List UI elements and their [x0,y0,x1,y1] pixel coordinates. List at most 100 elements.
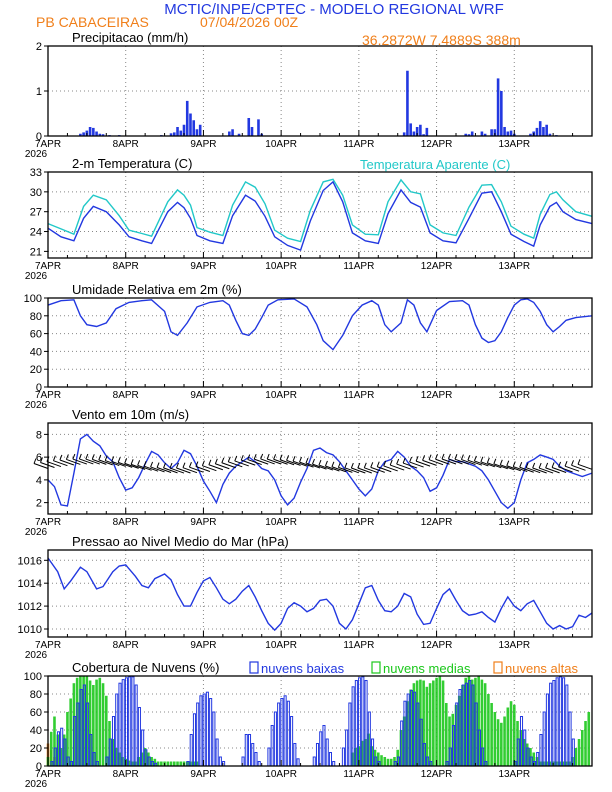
wind-barb [441,458,457,465]
precip-bar [228,131,231,136]
x-tick-label: 13APR [498,261,530,272]
cloud-low-bar [215,738,219,767]
precip-bar [82,132,85,136]
y-tick-label: 33 [30,167,42,179]
x-tick-label: 10APR [265,517,297,528]
cloud-low-bar [315,743,320,767]
cloud-low-bar [128,676,132,767]
wind-barb [357,467,372,474]
wind-barb-flag [473,455,477,462]
wind-barb [124,462,139,469]
wind-barb [163,467,178,474]
cloud-medium-bar [432,680,435,766]
cloud-legend-swatch [493,661,503,674]
wind-barb [169,467,185,474]
cloud-low-bar [312,756,316,767]
x-year-label: 2026 [25,149,48,160]
x-tick-label: 11APR [343,769,374,780]
x-tick-label: 7APR [35,640,61,651]
x-tick-label: 9APR [190,139,216,150]
y-tick-label: 60 [30,329,42,341]
wind-barb [344,467,360,474]
wind-barb [189,466,204,473]
wind-barb-flag [305,457,309,464]
cloud-medium-bar [444,703,448,766]
wind-barb-flag [130,459,134,465]
wind-barb [396,463,411,470]
x-tick-label: 12APR [421,769,453,780]
wind-barb [415,460,431,467]
y-tick-label: 24 [30,227,42,239]
x-year-label: 2026 [25,271,48,282]
wind-barb-flag [176,462,179,469]
x-tick-label: 10APR [265,390,297,401]
wind-barb [312,463,327,470]
wind-barb [195,466,211,472]
apparent-temp-legend: Temperatura Aparente (C) [360,157,510,172]
cloud-low-bar [341,747,345,767]
precip-bar [509,130,513,136]
x-tick-label: 9APR [190,640,216,651]
y-tick-label: 80 [30,311,42,323]
cloud-low-bar [189,734,193,767]
wind-barb [266,458,282,465]
cloud-low-bar [212,711,216,767]
cloud-low-bar [319,731,323,767]
precip-bar [247,118,251,136]
wind-barb-flag [486,457,490,463]
panel-precip: 0 1 2 7APR 8APR 9APR 10APR 11APR 12APR 13APR 2026 P… [25,30,593,160]
cloud-medium-bar [172,761,176,766]
precip-bar [231,129,234,136]
y-tick-label: 40 [30,725,42,737]
wind-barb [454,458,470,465]
wind-barb [260,458,275,465]
y-tick-label: 1014 [18,578,42,590]
wind-barb [254,458,269,465]
x-tick-label: 12APR [421,390,453,401]
wind-barb-flag [460,454,464,460]
wind-barb [409,461,424,468]
cloud-medium-bar [95,679,98,766]
wind-barb [85,458,100,465]
panel-temp: 21 24 27 30 33 7APR 8APR 9APR 10APR 11APR 12APR 13A… [25,156,593,282]
cloud-medium-bar [428,683,432,766]
precip-bar [506,131,510,136]
wind-barb [241,459,256,466]
wind-barb [370,466,385,473]
wind-barb [526,467,541,474]
wind-barb-flag [208,459,212,465]
precip-bar [192,120,196,136]
wind-barb [402,462,418,469]
wind-barb-flag [273,454,277,460]
precip-bar [464,133,468,136]
precip-bar [92,127,95,136]
precip-bar [402,132,406,136]
cloud-low-bar [555,677,559,767]
precip-bar [500,91,503,136]
x-tick-label: 8APR [113,390,139,401]
x-tick-label: 8APR [113,640,139,651]
precip-bar [406,70,409,136]
wind-barb-flag [331,461,335,467]
cloud-low-bar [545,693,549,767]
x-tick-label: 9APR [190,769,216,780]
panel-title: Vento em 10m (m/s) [72,407,189,422]
wind-barb [428,459,444,466]
wind-barb-flag [292,455,296,462]
wind-barb-flag [337,462,341,468]
x-tick-label: 13APR [498,769,530,780]
y-tick-label: 2 [36,498,42,510]
y-tick-label: 30 [30,187,42,199]
x-tick-label: 8APR [113,139,139,150]
cloud-medium-bar [92,685,95,766]
cloud-low-bar [131,676,135,767]
wind-barb-flag [545,462,549,469]
x-tick-label: 7APR [35,390,61,401]
wind-barb-flag [52,455,56,461]
cloud-medium-bar [512,704,516,766]
y-tick-label: 1016 [18,555,42,567]
cloud-low-bar [565,684,569,767]
wind-barb [480,461,496,468]
wind-barb-flag [370,462,374,468]
cloud-low-bar [196,702,200,767]
